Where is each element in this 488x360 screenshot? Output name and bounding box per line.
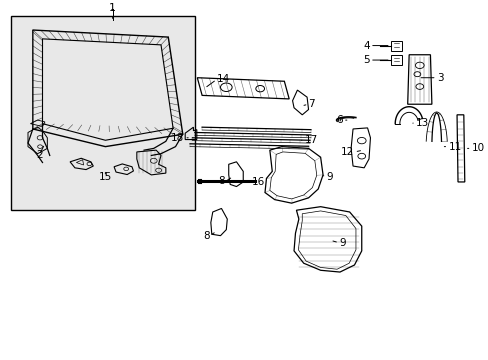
Text: 14: 14: [216, 75, 229, 85]
Text: 13: 13: [415, 118, 428, 127]
Bar: [390, 55, 402, 65]
Text: 10: 10: [470, 143, 484, 153]
Text: 9: 9: [338, 238, 345, 248]
Text: 8: 8: [203, 231, 209, 240]
Text: 2: 2: [36, 150, 42, 160]
Text: 12: 12: [341, 147, 354, 157]
Text: 16: 16: [251, 177, 264, 187]
Text: 11: 11: [447, 141, 461, 152]
Text: 17: 17: [304, 135, 317, 145]
Text: 9: 9: [326, 172, 332, 182]
Text: 15: 15: [99, 172, 112, 182]
Text: 3: 3: [436, 73, 443, 83]
Text: 6: 6: [336, 115, 342, 125]
Text: 8: 8: [218, 176, 225, 186]
Text: 1: 1: [109, 3, 116, 13]
Text: 5: 5: [363, 55, 369, 65]
Text: 1: 1: [109, 9, 116, 19]
Text: 7: 7: [308, 99, 315, 109]
Bar: [11, 16, 195, 210]
Bar: [390, 41, 402, 50]
Text: 18: 18: [171, 133, 184, 143]
Text: 4: 4: [363, 41, 369, 50]
